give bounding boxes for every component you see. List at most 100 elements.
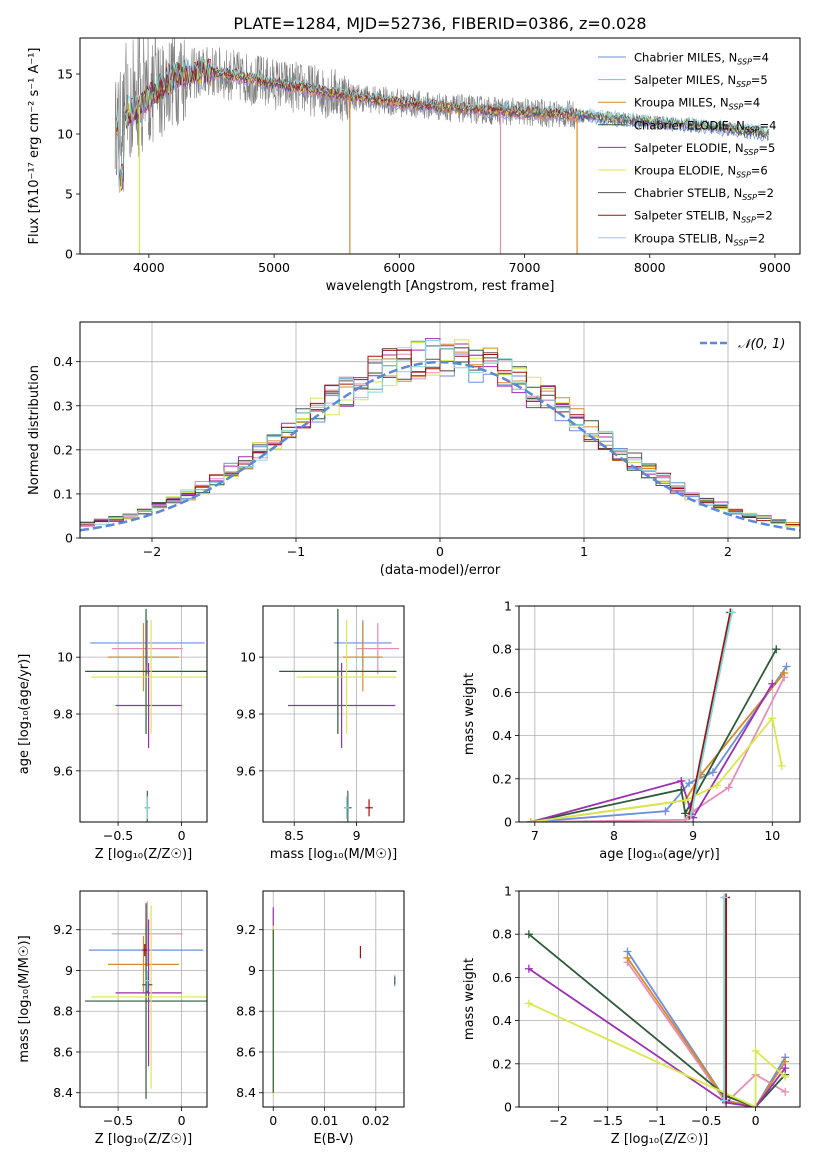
- y-tick-label: 9.6: [236, 763, 256, 778]
- panel-age-vs-Z: −0.5 0 9.6 9.8 10 Z [log₁₀(Z/Z☉)] age [log₁₀(a…: [17, 605, 208, 862]
- model-spectrum-line: [115, 58, 578, 181]
- plus-marker: [772, 645, 781, 654]
- y-tick-label: 0.4: [492, 728, 512, 743]
- plot-area: [279, 608, 400, 822]
- y-axis-label: mass weight: [462, 958, 477, 1040]
- plus-marker: [781, 1072, 790, 1081]
- x-tick-label: 0.02: [362, 1113, 390, 1128]
- y-tick-label: 0.2: [53, 442, 73, 457]
- y-tick-label: 10: [57, 650, 73, 665]
- x-tick-label: 6000: [383, 260, 415, 275]
- x-axis-label: E(B-V): [313, 1132, 353, 1147]
- legend-label: Chabrier ELODIE, NSSP=4: [634, 118, 776, 134]
- panel-age-vs-mass: 8.5 9 9.6 9.8 10 mass [log₁₀(M/M☉)]: [236, 605, 405, 862]
- legend-label: 𝒩(0, 1): [738, 337, 785, 352]
- y-tick-label: 8.4: [236, 1085, 256, 1100]
- legend: Chabrier MILES, NSSP=4 Salpeter MILES, NS…: [598, 51, 776, 247]
- plus-marker: [751, 1103, 760, 1107]
- plot-area: [526, 608, 791, 822]
- y-tick-label: 5: [65, 187, 73, 202]
- mass-weight-line: [688, 612, 732, 816]
- plot-area: [524, 893, 790, 1107]
- x-axis-label: Z [log₁₀(Z/Z☉)]: [95, 1132, 192, 1147]
- axes-frame: [79, 890, 208, 1108]
- legend-label: Salpeter ELODIE, NSSP=5: [634, 141, 775, 157]
- x-tick-label: 2: [724, 544, 732, 559]
- plus-marker: [720, 893, 729, 902]
- y-axis-label: Normed distribution: [27, 365, 42, 495]
- plus-marker: [685, 779, 694, 788]
- y-tick-label: 1: [504, 884, 512, 899]
- y-tick-label: 9.8: [53, 707, 73, 722]
- axes-frame: [262, 890, 405, 1108]
- y-tick-label: 9.2: [53, 922, 73, 937]
- y-tick-label: 0.6: [492, 970, 512, 985]
- x-axis-label: (data-model)/error: [380, 563, 501, 578]
- x-tick-label: 1: [580, 544, 588, 559]
- y-axis-label: mass [log₁₀(M/M☉)]: [17, 935, 32, 1062]
- mass-weight-line: [528, 1002, 786, 1107]
- model-spectrum-line: [115, 59, 769, 193]
- y-tick-label: 0.2: [492, 1056, 512, 1071]
- panel-residuals: 𝒩(0, 1) −2 −1 0 1 2 0 0.1 0.2 0.3 0.4 (data-model)/…: [27, 321, 801, 578]
- x-tick-label: 9: [689, 828, 697, 843]
- x-tick-label: −2: [143, 544, 161, 559]
- y-tick-label: 8.6: [236, 1044, 256, 1059]
- x-tick-label: 0: [436, 544, 444, 559]
- plus-marker: [712, 781, 721, 790]
- y-tick-label: 8.8: [53, 1004, 73, 1019]
- mass-weight-line: [689, 612, 733, 816]
- x-axis-label: Z [log₁₀(Z/Z☉)]: [611, 1132, 708, 1147]
- plus-marker: [768, 714, 777, 723]
- legend-label: Salpeter STELIB, NSSP=2: [634, 209, 773, 225]
- plus-marker: [768, 679, 777, 688]
- plus-marker: [781, 1064, 790, 1073]
- y-tick-label: 9.8: [236, 707, 256, 722]
- model-spectrum-line: [115, 56, 769, 191]
- plot-area: [85, 901, 207, 1099]
- y-tick-label: 0.8: [492, 927, 512, 942]
- panel-mass-weight-vs-Z: −2 −1.5 −1 −0.5 0 0 0.2 0.4 0.6 0.8 1 Z [log₁₀(Z/Z☉…: [462, 884, 801, 1147]
- normal-reference-curve: [80, 360, 800, 532]
- y-tick-label: 9: [65, 963, 73, 978]
- legend-label: Salpeter MILES, NSSP=5: [634, 73, 768, 89]
- x-tick-label: 0: [269, 1113, 277, 1128]
- x-tick-label: 5000: [258, 260, 290, 275]
- x-tick-label: 7: [531, 828, 539, 843]
- y-tick-label: 0: [65, 531, 73, 546]
- axes-frame: [518, 605, 801, 823]
- plus-marker: [782, 662, 791, 671]
- x-tick-label: 9000: [759, 260, 791, 275]
- plot-area: [272, 907, 396, 1097]
- plot-area: [85, 608, 207, 822]
- x-tick-label: −0.5: [691, 1113, 721, 1128]
- plus-marker: [623, 953, 632, 962]
- x-axis-label: wavelength [Angstrom, rest frame]: [326, 279, 555, 294]
- x-tick-label: 7000: [509, 260, 541, 275]
- y-tick-label: 9.2: [236, 922, 256, 937]
- x-tick-label: 0.01: [311, 1113, 339, 1128]
- mass-weight-line: [530, 665, 788, 822]
- y-tick-label: 1: [504, 599, 512, 614]
- mass-weight-line: [530, 672, 785, 822]
- y-tick-label: 10: [240, 650, 256, 665]
- plus-marker: [751, 1046, 760, 1055]
- y-tick-label: 0.6: [492, 685, 512, 700]
- plus-marker: [677, 776, 686, 785]
- plus-marker: [708, 768, 717, 777]
- mass-weight-line: [530, 683, 774, 822]
- y-axis-label: mass weight: [462, 673, 477, 755]
- plus-marker: [777, 761, 786, 770]
- plus-marker: [526, 818, 535, 822]
- plot-area: [114, 38, 769, 254]
- y-tick-label: 0.4: [53, 354, 73, 369]
- axes-frame: [79, 37, 801, 255]
- x-tick-label: 8000: [634, 260, 666, 275]
- panel-mass-vs-Z: −0.5 0 8.4 8.6 8.8 9 9.2 Z [log₁₀(Z/Z☉)] mass [l…: [17, 890, 208, 1147]
- x-axis-label: age [log₁₀(age/yr)]: [599, 847, 720, 862]
- y-axis-label: Flux [fλ10⁻¹⁷ erg cm⁻² s⁻¹ A⁻¹]: [27, 48, 42, 245]
- x-axis-label: Z [log₁₀(Z/Z☉)]: [95, 847, 192, 862]
- x-tick-label: 0: [752, 1113, 760, 1128]
- x-tick-label: 4000: [133, 260, 165, 275]
